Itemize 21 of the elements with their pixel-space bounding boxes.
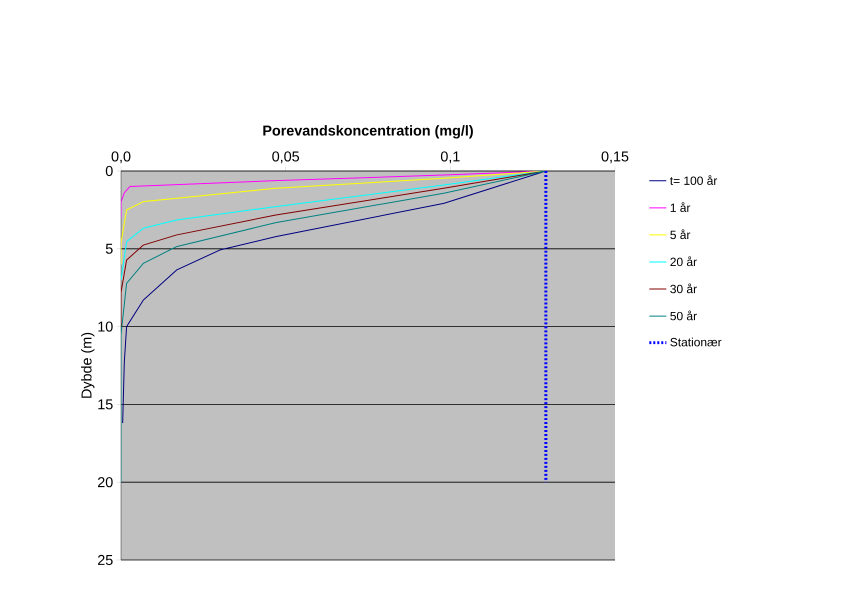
y-tick-label: 15 (98, 399, 113, 410)
line-series (121, 170, 546, 483)
y-tick-label: 25 (98, 554, 113, 566)
legend-label: 5 år (670, 229, 690, 240)
x-tick-label: 0,15 (602, 151, 628, 164)
legend-label: 30 år (670, 283, 697, 294)
legend-label: 20 år (670, 256, 697, 266)
x-tick-label: 0,0 (112, 151, 130, 164)
legend-label: Stationær (670, 338, 722, 346)
y-axis-title: Dybde (m) (81, 332, 94, 398)
y-tick-label: 0 (106, 166, 113, 176)
y-tick-label: 5 (106, 244, 113, 254)
legend-label: 1 år (670, 202, 690, 212)
legend-label: t= 100 år (670, 175, 718, 185)
x-tick-label: 0,05 (272, 151, 300, 164)
y-tick-label: 20 (98, 477, 113, 488)
x-tick-label: 0,1 (440, 151, 460, 164)
line-series (122, 170, 546, 424)
x-axis-title: Porevandskoncentration (mg/l) (263, 125, 473, 139)
legend-label: 50 år (670, 310, 697, 320)
y-tick-label: 10 (98, 322, 113, 332)
